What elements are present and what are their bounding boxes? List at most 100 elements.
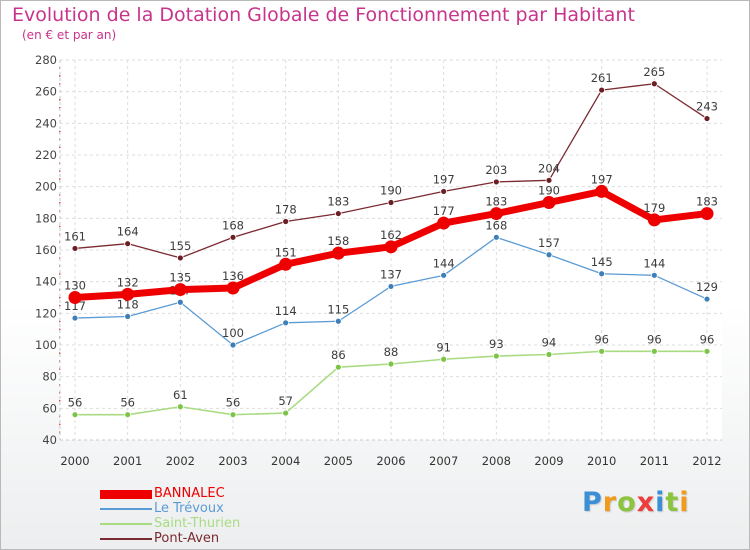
- x-tick-label: 2002: [166, 454, 195, 468]
- data-label: 61: [173, 388, 188, 402]
- y-minor-tick: [59, 273, 61, 275]
- logo-letter: i: [679, 487, 690, 518]
- data-label: 96: [700, 332, 715, 346]
- y-minor-tick: [59, 352, 61, 354]
- data-point: [279, 257, 293, 271]
- data-label: 144: [643, 256, 665, 270]
- data-point: [437, 216, 451, 230]
- data-point: [229, 341, 237, 349]
- proxiti-logo: Proxiti: [582, 487, 690, 518]
- x-tick-label: 2003: [218, 454, 247, 468]
- data-point: [387, 360, 395, 368]
- y-tick-label: 140: [35, 275, 57, 289]
- data-point: [700, 207, 714, 221]
- x-tick-label: 2001: [113, 454, 142, 468]
- logo-letter: o: [617, 487, 637, 518]
- data-label: 177: [433, 204, 455, 218]
- data-label: 88: [384, 345, 399, 359]
- data-point: [124, 411, 132, 419]
- data-label: 197: [433, 172, 455, 186]
- x-tick-label: 2009: [534, 454, 563, 468]
- y-tick-label: 100: [35, 338, 57, 352]
- x-tick-label: 2006: [376, 454, 405, 468]
- data-label: 114: [275, 304, 297, 318]
- data-point: [595, 184, 609, 198]
- y-tick-label: 80: [42, 370, 57, 384]
- data-point: [68, 291, 82, 304]
- data-label: 161: [64, 229, 86, 243]
- y-minor-tick: [59, 423, 61, 426]
- data-label: 115: [327, 302, 349, 316]
- data-point: [650, 271, 658, 279]
- y-tick-label: 220: [35, 148, 57, 162]
- data-point: [703, 115, 711, 122]
- data-label: 155: [169, 239, 191, 253]
- chart-subtitle: (en € et par an): [22, 28, 117, 42]
- y-minor-tick: [59, 297, 61, 299]
- y-tick-label: 120: [35, 306, 57, 320]
- data-label: 96: [647, 332, 662, 346]
- data-label: 162: [380, 228, 402, 242]
- data-point: [440, 271, 448, 279]
- data-point: [226, 281, 240, 295]
- data-point: [440, 188, 448, 195]
- data-point: [331, 246, 345, 260]
- y-tick-label: 280: [35, 53, 57, 67]
- data-point: [384, 240, 398, 254]
- data-point: [387, 199, 395, 206]
- data-point: [489, 207, 503, 221]
- data-point: [650, 347, 658, 355]
- data-label: 168: [485, 218, 507, 232]
- x-tick-label: 2000: [60, 454, 89, 468]
- data-label: 57: [278, 394, 293, 408]
- data-label: 204: [538, 161, 560, 175]
- data-label: 164: [117, 225, 139, 239]
- data-point: [71, 411, 79, 419]
- data-label: 132: [117, 275, 139, 289]
- y-tick-label: 180: [35, 211, 57, 225]
- chart-title: Evolution de la Dotation Globale de Fonc…: [12, 4, 635, 26]
- data-label: 130: [64, 279, 86, 293]
- legend-swatch: [100, 489, 152, 499]
- data-label: 56: [120, 396, 135, 410]
- legend-label: BANNALEC: [154, 486, 225, 501]
- data-point: [598, 86, 606, 94]
- y-minor-tick: [59, 75, 61, 77]
- series-bannalec: 130 132 135 136 151 158 162 177 183 190 197 179 183: [64, 172, 718, 304]
- data-point: [176, 298, 184, 306]
- legend-label: Saint-Thurien: [154, 516, 241, 531]
- data-label: 168: [222, 218, 244, 232]
- data-point: [542, 196, 556, 209]
- data-label: 86: [331, 348, 346, 362]
- data-label: 145: [591, 255, 613, 269]
- legend-label: Le Trévoux: [154, 501, 224, 516]
- data-point: [229, 411, 237, 419]
- x-tick-label: 2012: [692, 454, 721, 468]
- data-label: 135: [169, 271, 191, 285]
- data-label: 265: [643, 65, 665, 79]
- data-label: 158: [327, 234, 349, 248]
- data-label: 129: [696, 280, 718, 294]
- legend-swatch: [100, 508, 152, 510]
- data-point: [492, 233, 500, 241]
- data-point: [703, 347, 711, 355]
- data-label: 118: [117, 298, 139, 312]
- data-point: [440, 355, 448, 363]
- data-point: [229, 233, 237, 241]
- legend-swatch: [100, 523, 152, 525]
- data-label: 178: [275, 203, 297, 217]
- data-point: [173, 283, 187, 297]
- y-tick-label: 160: [35, 243, 57, 257]
- legend-label: Pont-Aven: [154, 531, 220, 546]
- legend-swatch: [100, 538, 152, 540]
- data-point: [282, 409, 290, 417]
- y-tick-label: 260: [35, 85, 57, 99]
- data-label: 100: [222, 326, 244, 340]
- data-label: 94: [542, 336, 557, 350]
- data-label: 117: [64, 299, 86, 313]
- data-point: [545, 176, 553, 184]
- data-label: 197: [591, 172, 613, 186]
- data-point: [124, 313, 132, 320]
- data-label: 151: [275, 245, 297, 259]
- x-tick-label: 2008: [482, 454, 511, 468]
